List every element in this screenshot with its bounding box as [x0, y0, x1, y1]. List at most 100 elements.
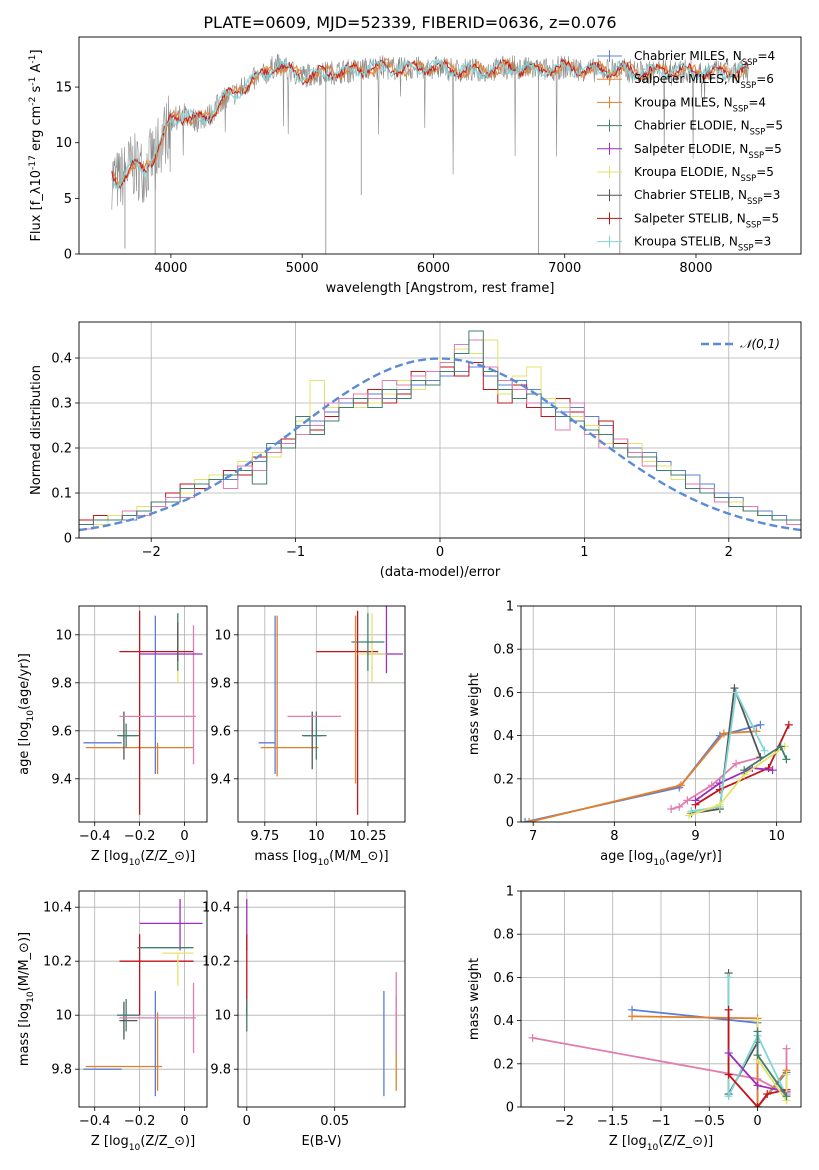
chart-title: PLATE=0609, MJD=52339, FIBERID=0636, z=0…: [203, 13, 616, 32]
y-tick-label: 0.2: [493, 772, 514, 787]
axes-frame: [237, 890, 406, 1108]
series-line-pink: [532, 1037, 788, 1096]
y-axis-label: mass weight: [467, 958, 482, 1040]
model-fit-kroupa_stelib: [111, 57, 749, 190]
y-tick-label: 10: [214, 628, 231, 643]
model-fit-salpeter_stelib: [111, 58, 749, 190]
y-tick-label: 0.6: [493, 971, 514, 986]
grid: [79, 606, 207, 822]
y-tick-label: 5: [64, 192, 72, 207]
x-tick-label: 0: [180, 1114, 188, 1129]
series-line-kroupa_miles: [528, 730, 757, 822]
y-tick-label: 10.4: [202, 901, 231, 916]
plot-area: [83, 899, 203, 1097]
y-tick-label: 9.8: [210, 1063, 231, 1078]
x-axis-label: (data-model)/error: [380, 565, 501, 580]
series-line-salpeter_stelib: [695, 724, 790, 806]
series-line-pink: [670, 756, 761, 810]
y-tick-label: 10: [55, 628, 72, 643]
x-tick-label: 4000: [154, 261, 187, 276]
y-tick-label: 0.3: [51, 397, 72, 412]
x-tick-label: −1.5: [597, 1114, 629, 1129]
ebv_vs_mass-axes: 0 0.05 9.8 10 10.2 10.4 E(B-V): [202, 890, 406, 1149]
x-tick-label: 7000: [548, 261, 581, 276]
y-tick-label: 9.6: [210, 724, 231, 739]
y-tick-label: 1: [506, 885, 514, 900]
legend-label: Chabrier ELODIE, NSSP=5: [634, 119, 783, 137]
y-tick-label: 10: [214, 1009, 231, 1024]
y-tick-label: 0.8: [493, 928, 514, 943]
y-axis-label: mass [log10(M/M_⊙)]: [17, 932, 36, 1066]
axes-frame: [78, 321, 802, 539]
x-tick-label: 8: [610, 829, 618, 844]
x-tick-label: 9.75: [250, 829, 279, 844]
y-axis-label: Normed distribution: [29, 365, 44, 495]
axes-frame: [520, 605, 802, 823]
axes-frame: [78, 36, 802, 255]
axes-frame: [520, 890, 802, 1108]
x-axis-label: age [log10(age/yr)]: [600, 849, 722, 868]
y-tick-label: 0.2: [493, 1057, 514, 1072]
series-line-kroupa_elodie: [688, 745, 786, 817]
y-tick-label: 0: [64, 248, 72, 263]
y-tick-label: 0.6: [493, 686, 514, 701]
x-tick-label: 0: [753, 1114, 761, 1129]
x-tick-label: −0.2: [124, 829, 156, 844]
residuals-axes: −2 −1 0 1 2 0 0.1 0.2 0.3 0.4 (data-model)/error No…: [29, 321, 802, 580]
y-tick-label: 0.8: [493, 643, 514, 658]
x-tick-label: 6000: [417, 261, 450, 276]
x-tick-label: −1: [286, 545, 305, 560]
x-tick-label: 0: [243, 1114, 251, 1129]
model-fit-kroupa_miles: [111, 57, 749, 186]
x-tick-label: −2: [142, 545, 161, 560]
histogram-chabrier_elodie: [79, 330, 801, 538]
y-tick-label: 15: [55, 81, 72, 96]
x-tick-label: 9: [691, 829, 699, 844]
x-axis-label: Z [log10(Z/Z_⊙)]: [91, 849, 195, 868]
y-tick-label: 9.8: [51, 1063, 72, 1078]
y-tick-label: 0.4: [51, 352, 72, 367]
legend-label: Chabrier STELIB, NSSP=3: [634, 188, 780, 206]
y-tick-label: 1: [506, 600, 514, 615]
legend-label: Kroupa ELODIE, NSSP=5: [634, 165, 774, 183]
x-tick-label: 7: [529, 829, 537, 844]
x-tick-label: −0.5: [693, 1114, 725, 1129]
x-axis-label: mass [log10(M/M_⊙)]: [254, 849, 388, 868]
z_vs_massweight-axes: −2 −1.5 −1 −0.5 0 0 0.2 0.4 0.6 0.8 1 Z [log10(Z/Z_…: [467, 885, 802, 1153]
y-tick-label: 0: [64, 532, 72, 547]
plot-area: [528, 969, 791, 1107]
y-tick-label: 0.1: [51, 487, 72, 502]
axes-frame: [78, 890, 208, 1108]
x-tick-label: 5000: [286, 261, 319, 276]
y-tick-label: 9.4: [51, 772, 72, 787]
x-tick-label: 2: [725, 545, 733, 560]
plot-area: [79, 330, 801, 538]
y-tick-label: 10.2: [43, 955, 72, 970]
legend-label: Salpeter MILES, NSSP=6: [634, 72, 774, 90]
axes-frame: [237, 605, 406, 823]
x-tick-label: 0: [180, 829, 188, 844]
x-tick-label: 10.25: [349, 829, 386, 844]
x-axis-label: E(B-V): [301, 1134, 341, 1149]
y-tick-label: 9.8: [210, 676, 231, 691]
legend-label: Salpeter ELODIE, NSSP=5: [634, 142, 782, 160]
y-tick-label: 10.2: [202, 955, 231, 970]
legend-label: Kroupa MILES, NSSP=4: [634, 95, 766, 113]
normal-curve: [79, 357, 801, 532]
y-tick-label: 10: [55, 1009, 72, 1024]
x-tick-label: 10: [768, 829, 785, 844]
grid: [79, 322, 801, 539]
plot-area: [246, 899, 397, 1097]
x-tick-label: −2: [555, 1114, 574, 1129]
y-tick-label: 0: [506, 1101, 514, 1116]
legend-label: Kroupa STELIB, NSSP=3: [634, 235, 771, 253]
y-tick-label: 9.8: [51, 676, 72, 691]
x-tick-label: −0.4: [79, 829, 111, 844]
grid: [238, 891, 405, 1107]
series-line-chabrier_stelib: [691, 687, 762, 815]
plot-area: [521, 684, 793, 822]
axes-frame: [78, 605, 208, 823]
y-tick-label: 10: [55, 136, 72, 151]
mass_vs_age-axes: 9.75 10 10.25 9.4 9.6 9.8 10 mass [log10(M/M_⊙)…: [210, 605, 406, 868]
